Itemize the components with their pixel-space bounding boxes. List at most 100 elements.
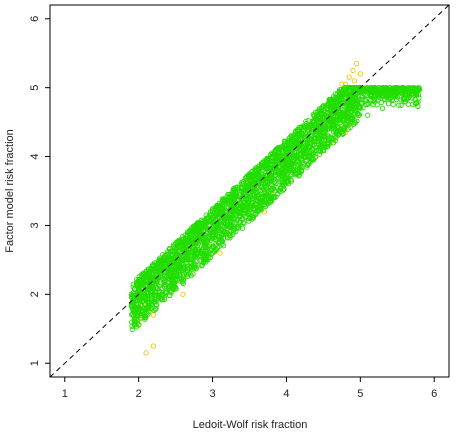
data-point xyxy=(136,294,143,300)
data-point xyxy=(296,165,303,171)
data-point xyxy=(165,248,171,255)
data-point xyxy=(206,222,212,228)
data-point xyxy=(199,224,205,231)
data-point xyxy=(321,111,327,117)
data-point xyxy=(364,85,370,91)
data-point xyxy=(372,85,378,91)
data-point xyxy=(350,67,356,74)
data-point xyxy=(199,262,205,268)
x-axis: 1 2 3 4 5 6 xyxy=(62,377,437,400)
data-point xyxy=(184,238,190,245)
data-point xyxy=(268,174,274,181)
data-point xyxy=(402,99,408,105)
data-point xyxy=(207,211,214,217)
data-point xyxy=(156,269,163,275)
data-point xyxy=(225,231,231,237)
data-point xyxy=(275,157,281,163)
data-point xyxy=(209,233,216,239)
y-axis: 1 2 3 4 5 6 xyxy=(29,16,50,366)
data-point xyxy=(251,179,257,185)
data-point xyxy=(345,126,351,132)
data-point xyxy=(320,116,326,122)
data-point xyxy=(161,259,167,265)
data-point xyxy=(306,161,312,167)
data-point xyxy=(312,109,319,116)
data-point xyxy=(263,185,269,191)
data-point xyxy=(298,124,304,130)
data-point xyxy=(302,154,308,160)
data-point xyxy=(234,217,241,223)
data-point xyxy=(320,147,327,153)
data-point xyxy=(345,108,351,115)
data-point xyxy=(378,99,384,106)
data-point xyxy=(256,163,262,169)
data-point xyxy=(356,112,363,118)
data-point xyxy=(252,168,258,175)
data-point xyxy=(324,134,331,140)
data-point xyxy=(206,233,213,239)
data-point xyxy=(316,119,322,125)
data-point xyxy=(322,127,328,133)
data-point xyxy=(292,154,298,160)
data-point xyxy=(271,183,277,190)
data-point xyxy=(238,180,245,186)
data-point xyxy=(329,96,335,103)
data-point xyxy=(162,252,168,259)
y-tick-label: 1 xyxy=(29,360,41,366)
data-point xyxy=(351,112,357,118)
data-point xyxy=(150,312,157,318)
data-point xyxy=(155,285,161,292)
data-point xyxy=(185,273,191,280)
x-axis-title: Ledoit-Wolf risk fraction xyxy=(193,419,308,431)
data-point xyxy=(231,197,238,203)
data-point xyxy=(250,172,256,178)
data-point xyxy=(341,107,348,114)
data-point xyxy=(193,222,199,228)
data-point xyxy=(148,276,155,282)
data-point xyxy=(362,92,368,98)
data-point xyxy=(225,191,231,198)
data-point xyxy=(302,143,308,149)
data-point xyxy=(278,172,284,178)
data-point xyxy=(177,268,183,274)
data-point xyxy=(339,129,345,135)
data-point xyxy=(234,189,240,195)
data-point xyxy=(142,314,148,320)
data-point xyxy=(214,208,221,215)
data-point xyxy=(236,225,242,231)
data-point xyxy=(251,206,257,212)
data-point xyxy=(318,132,324,138)
data-point xyxy=(304,123,310,130)
data-point xyxy=(329,108,335,114)
data-point xyxy=(391,92,397,99)
data-point xyxy=(153,280,160,287)
data-point xyxy=(179,275,185,282)
data-point xyxy=(416,95,422,101)
x-tick-label: 4 xyxy=(283,388,289,400)
data-point xyxy=(352,94,359,100)
data-point xyxy=(342,121,349,127)
data-point xyxy=(325,101,332,107)
data-point xyxy=(213,224,220,230)
data-point xyxy=(225,223,232,229)
data-point xyxy=(286,152,292,158)
data-point xyxy=(283,164,290,170)
data-point xyxy=(316,151,323,157)
data-point xyxy=(185,230,192,236)
data-point xyxy=(402,91,408,98)
data-point xyxy=(371,93,377,100)
data-point xyxy=(359,93,365,99)
data-point xyxy=(305,153,311,159)
data-point xyxy=(353,60,360,67)
data-point xyxy=(393,96,400,103)
data-point xyxy=(254,198,261,205)
data-point xyxy=(180,291,186,297)
data-point xyxy=(230,228,237,234)
data-point xyxy=(387,95,393,102)
data-point xyxy=(134,279,140,285)
data-point xyxy=(188,260,195,266)
data-point xyxy=(172,284,179,291)
data-point xyxy=(313,147,319,153)
data-point xyxy=(228,197,234,203)
